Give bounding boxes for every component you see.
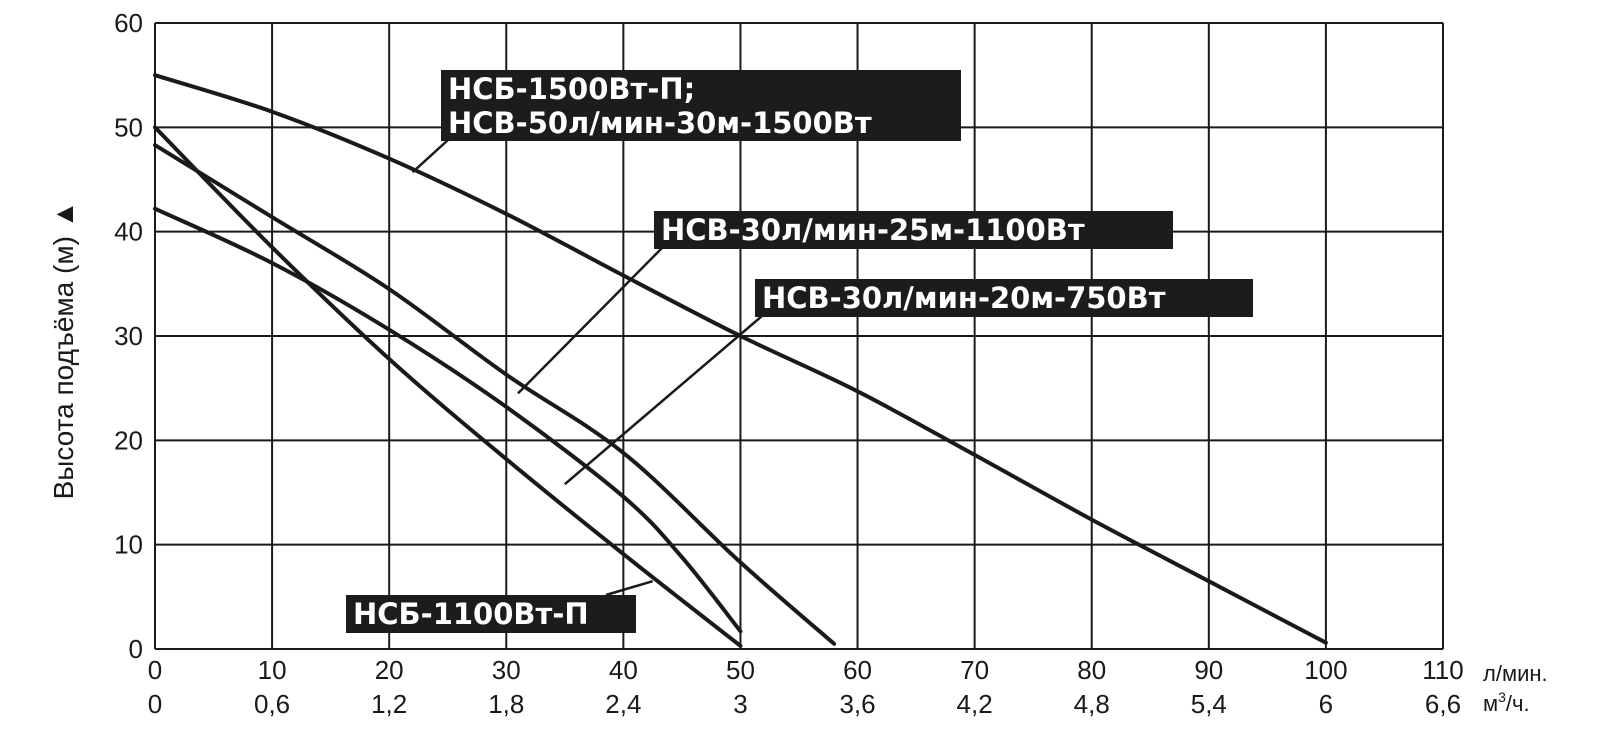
callout-text: НСБ-1500Вт-П; <box>448 72 695 106</box>
x2-tick-label: 4,8 <box>1074 689 1110 719</box>
callout-nsv-30-20: НСВ-30л/мин-20м-750Вт <box>755 279 1253 317</box>
x-tick-label: 30 <box>492 655 521 685</box>
callout-nsb-1100: НСБ-1100Вт-П <box>346 595 636 633</box>
x2-tick-label: 6,6 <box>1425 689 1461 719</box>
x2-unit-tail: /ч. <box>1506 691 1530 716</box>
y-tick-label: 40 <box>114 217 143 247</box>
callout-box <box>346 595 636 633</box>
callout-box <box>755 279 1253 317</box>
x-tick-label: 40 <box>609 655 638 685</box>
x2-tick-label: 1,2 <box>371 689 407 719</box>
leader-line <box>564 315 763 486</box>
callout-nsv-30-25: НСВ-30л/мин-25м-1100Вт <box>654 211 1173 249</box>
y-tick-label: 20 <box>114 425 143 455</box>
x-axis-unit-m3h: м3/ч. <box>1483 689 1530 716</box>
y-tick-label: 0 <box>129 634 143 664</box>
x2-tick-label: 0 <box>148 689 162 719</box>
x2-tick-label: 5,4 <box>1191 689 1227 719</box>
curve-4 <box>153 206 743 634</box>
x-tick-label: 20 <box>375 655 404 685</box>
x2-tick-label: 1,8 <box>488 689 524 719</box>
y-tick-label: 50 <box>114 112 143 142</box>
x-tick-label: 110 <box>1422 655 1463 685</box>
x2-unit-base: м <box>1483 691 1498 716</box>
x2-tick-label: 6 <box>1319 689 1333 719</box>
x-tick-label: 50 <box>726 655 755 685</box>
x-tick-label: 80 <box>1077 655 1106 685</box>
leader-line <box>605 579 653 597</box>
x2-tick-label: 3 <box>733 689 747 719</box>
x-tick-label: 60 <box>843 655 872 685</box>
x-axis-unit-lpm: л/мин. <box>1483 661 1548 686</box>
x2-tick-label: 0,6 <box>254 689 290 719</box>
x-tick-label: 90 <box>1194 655 1223 685</box>
callouts: НСБ-1500Вт-П;НСВ-50л/мин-30м-1500Вт НСВ-3… <box>346 70 1253 633</box>
callout-text: НСБ-1100Вт-П <box>353 597 589 631</box>
tick-labels: 00100,6201,2301,8402,4503603,6704,2804,8… <box>114 8 1464 719</box>
y-axis-label: Высота подъёма (м) ▲ <box>48 201 79 500</box>
callout-text: НСВ-30л/мин-20м-750Вт <box>762 281 1166 315</box>
x2-tick-label: 4,2 <box>957 689 993 719</box>
callout-nsb-1500: НСБ-1500Вт-П;НСВ-50л/мин-30м-1500Вт <box>441 70 961 141</box>
callout-text: НСВ-30л/мин-25м-1100Вт <box>661 213 1085 247</box>
curve-2 <box>153 143 837 646</box>
x-tick-label: 100 <box>1304 655 1347 685</box>
y-tick-label: 60 <box>114 8 143 38</box>
leader-line <box>411 139 449 174</box>
x-tick-label: 70 <box>960 655 989 685</box>
curve-3 <box>153 125 743 648</box>
callout-box <box>441 70 961 141</box>
leader-lines <box>411 139 763 597</box>
x2-unit-sup: 3 <box>1498 689 1506 705</box>
x-tick-label: 0 <box>148 655 162 685</box>
callout-text: НСВ-50л/мин-30м-1500Вт <box>448 106 872 140</box>
leader-line <box>517 247 663 395</box>
callout-box <box>654 211 1173 249</box>
x-tick-label: 10 <box>258 655 287 685</box>
curves <box>153 73 1328 648</box>
x2-tick-label: 3,6 <box>839 689 875 719</box>
y-tick-label: 30 <box>114 321 143 351</box>
x2-tick-label: 2,4 <box>605 689 641 719</box>
curve-1 <box>153 73 1328 645</box>
y-tick-label: 10 <box>114 530 143 560</box>
